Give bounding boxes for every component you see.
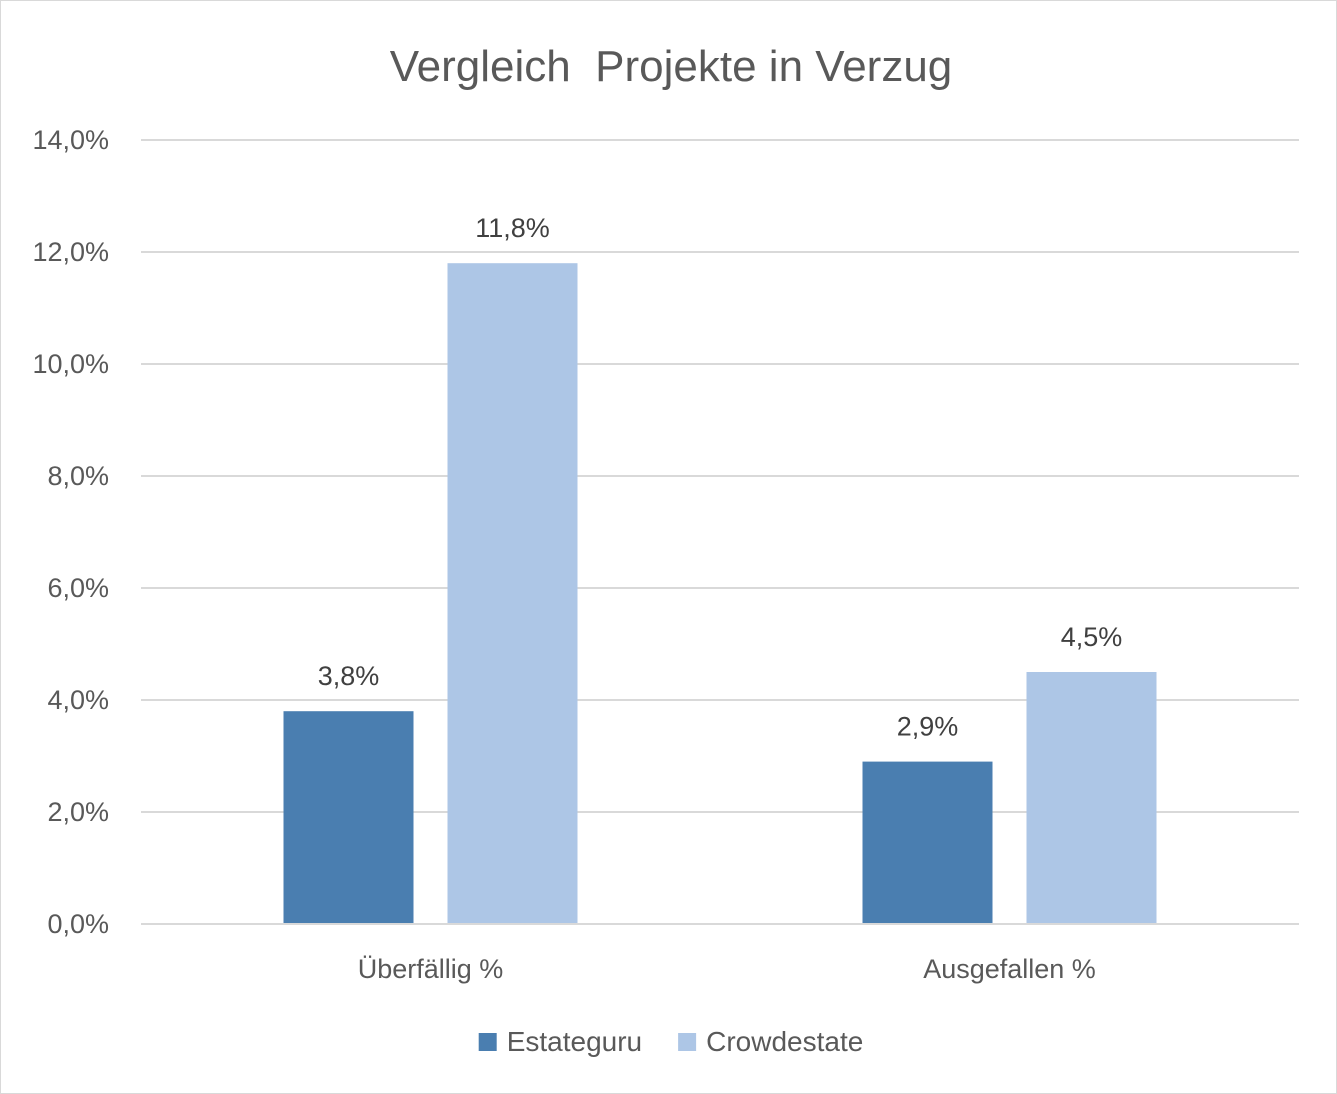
data-label: 11,8% bbox=[475, 213, 550, 243]
y-tick-label: 4,0% bbox=[47, 685, 109, 715]
chart-title: Vergleich Projekte in Verzug bbox=[390, 42, 953, 91]
bars bbox=[283, 263, 1157, 924]
bar bbox=[1026, 672, 1157, 924]
y-tick-label: 12,0% bbox=[32, 237, 109, 267]
legend: Estateguru Crowdestate bbox=[478, 1026, 863, 1057]
axes: 0,0% 2,0% 4,0% 6,0% 8,0% 10,0% 12,0% 14,0% Überf… bbox=[32, 125, 1299, 984]
y-tick-label: 0,0% bbox=[47, 909, 109, 939]
y-tick-label: 14,0% bbox=[32, 125, 109, 155]
data-label: 3,8% bbox=[318, 661, 380, 691]
bar bbox=[862, 761, 993, 924]
legend-label: Estateguru bbox=[507, 1026, 642, 1057]
legend-swatch bbox=[678, 1033, 697, 1051]
legend-swatch bbox=[478, 1033, 497, 1051]
y-tick-label: 2,0% bbox=[47, 797, 109, 827]
y-tick-label: 8,0% bbox=[47, 461, 109, 491]
data-labels: 3,8% 11,8% 2,9% 4,5% bbox=[318, 213, 1123, 741]
bar bbox=[447, 263, 578, 924]
y-tick-label: 6,0% bbox=[47, 573, 109, 603]
bar bbox=[283, 711, 414, 924]
data-label: 2,9% bbox=[897, 712, 959, 742]
gridlines bbox=[141, 139, 1299, 813]
y-tick-label: 10,0% bbox=[32, 349, 109, 379]
data-label: 4,5% bbox=[1061, 622, 1123, 652]
x-category-label: Überfällig % bbox=[358, 954, 504, 984]
x-category-label: Ausgefallen % bbox=[923, 954, 1096, 984]
legend-label: Crowdestate bbox=[706, 1026, 863, 1057]
